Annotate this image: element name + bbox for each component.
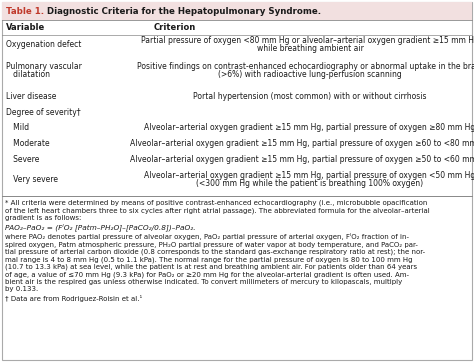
Text: Diagnostic Criteria for the Hepatopulmonary Syndrome.: Diagnostic Criteria for the Hepatopulmon…: [44, 7, 321, 16]
Text: Pulmonary vascular: Pulmonary vascular: [6, 62, 82, 71]
Text: Positive findings on contrast-enhanced echocardiography or abnormal uptake in th: Positive findings on contrast-enhanced e…: [137, 62, 474, 71]
Text: spired oxygen, Patm atmospheric pressure, PH₂O partial pressure of water vapor a: spired oxygen, Patm atmospheric pressure…: [5, 241, 418, 248]
Text: (>6%) with radioactive lung-perfusion scanning: (>6%) with radioactive lung-perfusion sc…: [218, 70, 402, 79]
Text: tial pressure of arterial carbon dioxide (0.8 corresponds to the standard gas-ex: tial pressure of arterial carbon dioxide…: [5, 249, 425, 255]
Text: by 0.133.: by 0.133.: [5, 286, 38, 292]
Text: Variable: Variable: [6, 24, 45, 33]
Text: Portal hypertension (most common) with or without cirrhosis: Portal hypertension (most common) with o…: [193, 92, 427, 101]
Text: Mild: Mild: [6, 123, 29, 132]
Text: of the left heart chambers three to six cycles after right atrial passage). The : of the left heart chambers three to six …: [5, 207, 430, 214]
Text: (<300 mm Hg while the patient is breathing 100% oxygen): (<300 mm Hg while the patient is breathi…: [196, 179, 424, 188]
Text: bient air is the respired gas unless otherwise indicated. To convert millimeters: bient air is the respired gas unless oth…: [5, 279, 402, 285]
Text: Partial pressure of oxygen <80 mm Hg or alveolar–arterial oxygen gradient ≥15 mm: Partial pressure of oxygen <80 mm Hg or …: [141, 36, 474, 45]
Text: PAO₂–PaO₂ = (FᴵO₂ [Patm–PH₂O]–[PaCO₂/0.8])–PaO₂.: PAO₂–PaO₂ = (FᴵO₂ [Patm–PH₂O]–[PaCO₂/0.8…: [5, 224, 196, 231]
Text: where PAO₂ denotes partial pressure of alveolar oxygen, PaO₂ partial pressure of: where PAO₂ denotes partial pressure of a…: [5, 233, 409, 240]
Text: Alveolar–arterial oxygen gradient ≥15 mm Hg, partial pressure of oxygen ≥60 to <: Alveolar–arterial oxygen gradient ≥15 mm…: [130, 139, 474, 148]
Text: Criterion: Criterion: [154, 24, 196, 33]
Text: * All criteria were determined by means of positive contrast-enhanced echocardio: * All criteria were determined by means …: [5, 200, 428, 206]
Bar: [2, 2, 472, 20]
Text: Alveolar–arterial oxygen gradient ≥15 mm Hg, partial pressure of oxygen ≥80 mm H: Alveolar–arterial oxygen gradient ≥15 mm…: [145, 123, 474, 132]
Text: dilatation: dilatation: [6, 70, 50, 79]
Text: while breathing ambient air: while breathing ambient air: [256, 44, 364, 53]
Text: † Data are from Rodriguez-Roisin et al.¹: † Data are from Rodriguez-Roisin et al.¹: [5, 295, 142, 302]
Text: gradient is as follows:: gradient is as follows:: [5, 215, 82, 221]
Text: Degree of severity†: Degree of severity†: [6, 108, 81, 117]
Text: (10.7 to 13.3 kPa) at sea level, while the patient is at rest and breathing ambi: (10.7 to 13.3 kPa) at sea level, while t…: [5, 264, 417, 270]
Text: Alveolar–arterial oxygen gradient ≥15 mm Hg, partial pressure of oxygen <50 mm H: Alveolar–arterial oxygen gradient ≥15 mm…: [145, 171, 474, 180]
Text: Table 1.: Table 1.: [6, 7, 44, 16]
Text: of age, a value of ≤70 mm Hg (9.3 kPa) for PaO₂ or ≥20 mm Hg for the alveolar-ar: of age, a value of ≤70 mm Hg (9.3 kPa) f…: [5, 271, 409, 278]
Text: Moderate: Moderate: [6, 139, 50, 148]
Text: Oxygenation defect: Oxygenation defect: [6, 40, 82, 49]
Text: Very severe: Very severe: [6, 175, 58, 184]
Text: Alveolar–arterial oxygen gradient ≥15 mm Hg, partial pressure of oxygen ≥50 to <: Alveolar–arterial oxygen gradient ≥15 mm…: [130, 155, 474, 164]
Text: mal range is 4 to 8 mm Hg (0.5 to 1.1 kPa). The normal range for the partial pre: mal range is 4 to 8 mm Hg (0.5 to 1.1 kP…: [5, 256, 412, 263]
Text: Severe: Severe: [6, 155, 39, 164]
Text: Liver disease: Liver disease: [6, 92, 56, 101]
